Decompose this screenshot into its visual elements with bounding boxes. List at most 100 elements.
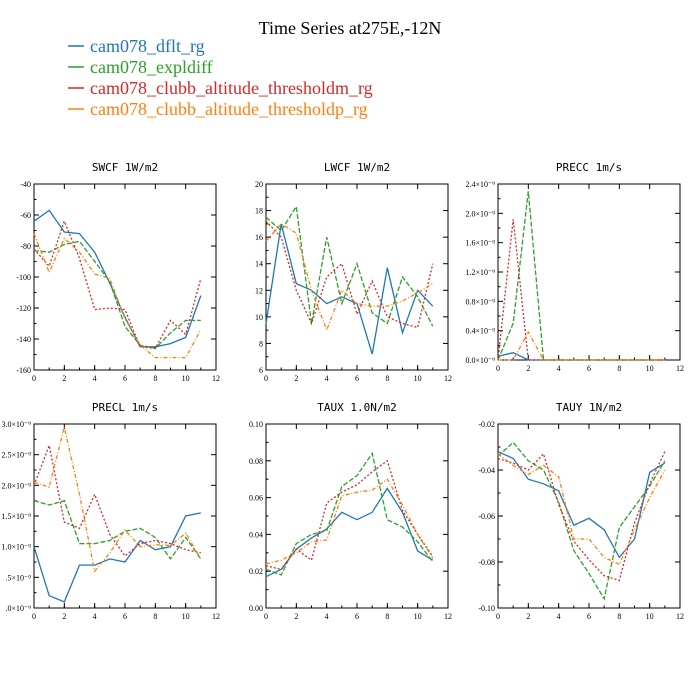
series-line-2 xyxy=(33,499,202,561)
plot-frame xyxy=(33,183,217,371)
y-tick-label: -120 xyxy=(16,304,31,313)
series-line-1 xyxy=(265,223,434,355)
x-tick-label: 12 xyxy=(444,374,452,383)
y-tick-label: -0.04 xyxy=(478,466,495,475)
series-line-3 xyxy=(265,220,434,329)
x-tick-label: 4 xyxy=(557,612,561,621)
y-tick-label: 2.5×10⁻⁹ xyxy=(1,451,31,460)
series-line-2 xyxy=(265,204,434,327)
series-line-2 xyxy=(265,451,434,576)
series-line-1 xyxy=(33,209,202,348)
x-tick-label: 12 xyxy=(444,612,452,621)
legend-label: cam078_clubb_altitude_thresholdp_rg xyxy=(90,99,368,119)
x-tick-label: 0 xyxy=(32,612,36,621)
series-line-2 xyxy=(497,441,666,601)
x-tick-label: 8 xyxy=(153,612,157,621)
series-line-4 xyxy=(33,426,202,573)
series-line-4 xyxy=(265,223,434,332)
y-tick-label: 0.4×10⁻⁹ xyxy=(465,327,495,336)
y-tick-label: -60 xyxy=(20,211,31,220)
x-tick-label: 4 xyxy=(325,374,329,383)
x-tick-label: 6 xyxy=(123,612,127,621)
y-tick-label: 0.0×10⁻⁹ xyxy=(465,356,495,365)
series-line-3 xyxy=(497,451,666,582)
x-tick-label: 2 xyxy=(294,612,298,621)
chart-panel-4: PRECL 1m/s 0 2 4 6 8 10 12 .0×10⁻⁹ .5×10⁻⁹ 1.0×10⁻… xyxy=(1,401,220,621)
series-line-3 xyxy=(265,459,434,571)
x-tick-label: 0 xyxy=(264,374,268,383)
y-tick-label: 1.6×10⁻⁹ xyxy=(465,239,495,248)
x-tick-label: 6 xyxy=(587,364,591,373)
y-tick-label: 0.10 xyxy=(249,420,263,429)
series-line-1 xyxy=(497,352,665,361)
chart-title: PRECC 1m/s xyxy=(556,161,622,174)
x-tick-label: 2 xyxy=(526,364,530,373)
chart-title: TAUX 1.0N/m2 xyxy=(317,401,396,414)
legend-item: cam078_expldiff xyxy=(68,57,213,77)
series-line-4 xyxy=(33,233,202,359)
x-tick-label: 8 xyxy=(617,612,621,621)
plot-frame xyxy=(497,423,681,609)
x-tick-label: 8 xyxy=(385,612,389,621)
legend-item: cam078_clubb_altitude_thresholdm_rg xyxy=(68,78,373,98)
legend-item: cam078_dflt_rg xyxy=(68,36,205,56)
chart-title: TAUY 1N/m2 xyxy=(556,401,622,414)
x-tick-label: 12 xyxy=(676,364,684,373)
x-tick-label: 10 xyxy=(182,612,190,621)
y-tick-label: 2.4×10⁻⁹ xyxy=(465,180,495,189)
x-tick-label: 2 xyxy=(294,374,298,383)
y-tick-label: 0.04 xyxy=(249,530,263,539)
y-tick-label: 1.2×10⁻⁹ xyxy=(465,268,495,277)
chart-title: SWCF 1W/m2 xyxy=(92,161,158,174)
chart-panel-3: PRECC 1m/s 0 2 4 6 8 10 12 0.0×10⁻⁹ 0.4×10⁻⁹ 0.8×1… xyxy=(465,161,684,373)
y-tick-label: 0.08 xyxy=(249,457,263,466)
series-line-3 xyxy=(33,443,201,557)
x-tick-label: 10 xyxy=(182,374,190,383)
series-line-2 xyxy=(33,240,201,350)
x-tick-label: 6 xyxy=(355,612,359,621)
series-line-3 xyxy=(497,219,665,361)
series-line-1 xyxy=(497,451,666,559)
legend-item: cam078_clubb_altitude_thresholdp_rg xyxy=(68,99,368,119)
plot-frame xyxy=(265,423,449,609)
legend-label: cam078_clubb_altitude_thresholdm_rg xyxy=(90,78,373,98)
y-tick-label: 1.5×10⁻⁹ xyxy=(1,512,31,521)
y-tick-label: 14 xyxy=(255,260,263,269)
y-tick-label: -0.08 xyxy=(478,558,495,567)
x-tick-label: 10 xyxy=(646,364,654,373)
x-tick-label: 4 xyxy=(93,374,97,383)
y-tick-label: -100 xyxy=(16,273,31,282)
figure-title: Time Series at275E,-12N xyxy=(259,18,442,38)
chart-panel-6: TAUY 1N/m2 0 2 4 6 8 10 12 -0.10 -0.08 -0.06 -0.04 -… xyxy=(478,401,684,621)
series-line-2 xyxy=(497,191,665,361)
x-tick-label: 6 xyxy=(123,374,127,383)
series-line-1 xyxy=(33,512,201,603)
y-tick-label: 18 xyxy=(255,207,263,216)
y-tick-label: .5×10⁻⁹ xyxy=(5,573,31,582)
y-tick-label: 2.0×10⁻⁹ xyxy=(1,481,31,490)
x-tick-label: 2 xyxy=(526,612,530,621)
x-tick-label: 4 xyxy=(557,364,561,373)
x-tick-label: 10 xyxy=(414,374,422,383)
x-tick-label: 12 xyxy=(212,374,220,383)
series-line-3 xyxy=(33,219,202,349)
y-tick-label: 0.02 xyxy=(249,567,263,576)
legend-label: cam078_expldiff xyxy=(90,57,213,77)
y-tick-label: 2.0×10⁻⁹ xyxy=(465,209,495,218)
y-tick-label: 12 xyxy=(255,286,263,295)
y-tick-label: -0.02 xyxy=(478,420,495,429)
legend-label: cam078_dflt_rg xyxy=(90,36,205,56)
y-tick-label: 10 xyxy=(255,313,263,322)
y-tick-label: 0.8×10⁻⁹ xyxy=(465,297,495,306)
y-tick-label: 3.0×10⁻⁹ xyxy=(1,420,31,429)
chart-title: LWCF 1W/m2 xyxy=(324,161,390,174)
x-tick-label: 12 xyxy=(676,612,684,621)
x-tick-label: 10 xyxy=(646,612,654,621)
x-tick-label: 8 xyxy=(153,374,157,383)
x-tick-label: 10 xyxy=(414,612,422,621)
y-tick-label: -140 xyxy=(16,335,31,344)
x-tick-label: 0 xyxy=(32,374,36,383)
x-tick-label: 0 xyxy=(496,612,500,621)
x-tick-label: 12 xyxy=(212,612,220,621)
